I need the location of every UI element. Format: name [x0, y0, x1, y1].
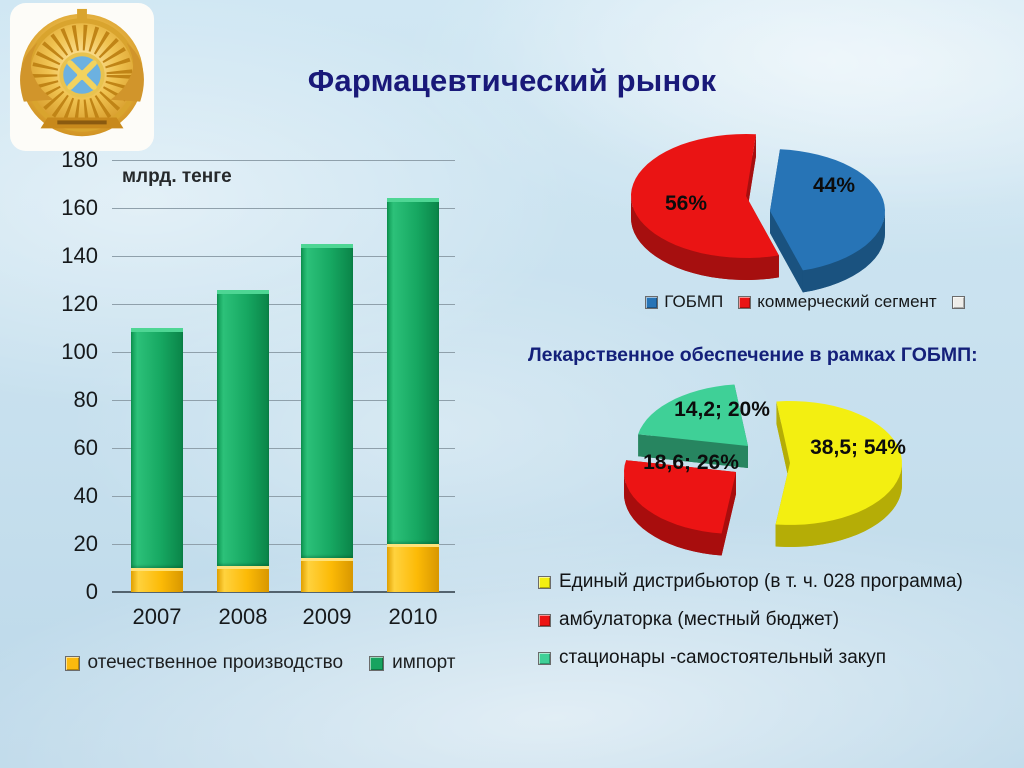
pie-slice-label-hospitals: 14,2; 20% [674, 398, 770, 421]
x-axis-label-2010: 2010 [388, 604, 438, 629]
gridline [112, 159, 455, 161]
legend-swatch-hospitals [538, 651, 551, 665]
legend-label-import: импорт [392, 652, 456, 673]
bar-2010 [387, 198, 439, 592]
pie-slice-label-gobmp: 44% [812, 174, 856, 197]
y-axis-tick-label: 180 [61, 147, 98, 172]
bar-2007-domestic-segment [131, 568, 183, 592]
bar-chart-legend: отечественное производство импорт [60, 652, 460, 674]
gridline [112, 303, 455, 305]
pie-slice-label-ambulatory: 18,6; 26% [643, 451, 739, 474]
kazakhstan-emblem [8, 2, 156, 154]
pie-slice-Единый дистрибьютор (в т. ч. 028 программа)-outer-wall [775, 463, 902, 547]
pie-slice-коммерческий сегмент-top [631, 134, 779, 258]
pie-slice-label-commercial: 56% [664, 192, 708, 215]
bar-2010-import-segment [387, 198, 439, 544]
legend-swatch-gobmp [645, 295, 659, 309]
legend-swatch-domestic [64, 655, 80, 671]
gridline [112, 447, 455, 449]
y-axis-tick-label: 160 [61, 195, 98, 220]
pie-chart-graphic [631, 134, 885, 293]
legend-swatch-commercial [738, 295, 752, 309]
legend-label-ambulatory: амбулаторка (местный бюджет) [559, 609, 840, 630]
bar-2009-domestic-segment [301, 558, 353, 592]
coat-of-arms-icon [9, 3, 155, 152]
pie-slice-ГОБМП-outer-wall [802, 211, 885, 293]
pie-slice-Единый дистрибьютор (в т. ч. 028 программа)-cut-wall [776, 401, 790, 485]
pie-slice-стационары -самостоятельный закуп-top [638, 384, 748, 446]
y-axis-tick-label: 80 [73, 387, 98, 412]
section-subtitle: Лекарственное обеспечение в рамках ГОБМП… [528, 344, 978, 366]
bar-chart-plot-area: 0 20 40 60 80 100 120 140 160 180 2007 2008 2009 2010 [40, 147, 480, 695]
legend-swatch-empty [951, 295, 965, 309]
legend-swatch-import [369, 655, 385, 671]
y-axis-tick-label: 20 [73, 531, 98, 556]
pharma-market-bar-chart: млрд. тенге 0 20 40 60 80 100 120 140 160 180 2007… [40, 147, 480, 695]
legend-item-gobmp: ГОБМП [645, 292, 723, 312]
y-axis-tick-label: 120 [61, 291, 98, 316]
pie-chart-graphic [624, 384, 902, 556]
pie-slice-label-distributor: 38,5; 54% [810, 436, 906, 459]
gridline [112, 543, 455, 545]
bar-2009-import-segment [301, 244, 353, 559]
gridline [112, 207, 455, 209]
y-axis-tick-label: 140 [61, 243, 98, 268]
pie-slice-коммерческий сегмент-cut-wall [746, 134, 756, 218]
legend-item-ambulatory: амбулаторка (местный бюджет) [538, 609, 963, 631]
bar-2007 [131, 328, 183, 592]
pie-slice-ГОБМП-cut-wall [770, 211, 803, 293]
legend-item-commercial: коммерческий сегмент [738, 292, 937, 312]
gridline [112, 351, 455, 353]
legend-item-domestic: отечественное производство [64, 652, 344, 674]
legend-label-gobmp: ГОБМП [664, 292, 724, 311]
pie-slice-Единый дистрибьютор (в т. ч. 028 программа)-top [775, 401, 902, 525]
bar-2008 [217, 289, 269, 592]
legend-item-import: импорт [369, 652, 456, 674]
pie-slice-ГОБМП-top [770, 149, 885, 271]
pie-slice-амбулаторка (местный бюджет)-outer-wall [624, 472, 722, 556]
x-axis-line [112, 591, 455, 593]
y-axis-unit-label: млрд. тенге [122, 166, 232, 187]
legend-label-commercial: коммерческий сегмент [757, 292, 937, 311]
y-axis-tick-label: 40 [73, 483, 98, 508]
pie-slice-коммерческий сегмент-outer-wall [631, 196, 779, 280]
y-axis-tick-label: 60 [73, 435, 98, 460]
gridline [112, 399, 455, 401]
bar-2008-import-segment [217, 289, 269, 566]
slide-title: Фармацевтический рынок [307, 63, 717, 98]
gridline [112, 255, 455, 257]
legend-swatch-distributor [538, 575, 551, 589]
market-structure-pie-chart: 56% 44% ГОБМП коммерческий сегмент [595, 128, 1015, 328]
x-axis-label-2007: 2007 [132, 604, 182, 629]
x-axis-label-2009: 2009 [302, 604, 352, 629]
x-axis-label-2008: 2008 [218, 604, 268, 629]
gridline [112, 495, 455, 497]
pie-slice-стационары -самостоятельный закуп-cut-wall [638, 434, 748, 468]
gobmp-breakdown-pie-chart: 14,2; 20% 18,6; 26% 38,5; 54% [600, 380, 1024, 590]
bar-2008-domestic-segment [217, 565, 269, 592]
bar-2010-domestic-segment [387, 544, 439, 592]
legend-label-distributor: Единый дистрибьютор (в т. ч. 028 програм… [559, 571, 963, 592]
legend-item-hospitals: стационары -самостоятельный закуп [538, 647, 963, 669]
pie2-legend: Единый дистрибьютор (в т. ч. 028 програм… [538, 571, 963, 669]
legend-item-distributor: Единый дистрибьютор (в т. ч. 028 програм… [538, 571, 963, 593]
pie-slice-амбулаторка (местный бюджет)-top [624, 460, 736, 534]
legend-label-hospitals: стационары -самостоятельный закуп [559, 647, 887, 668]
pie1-legend: ГОБМП коммерческий сегмент [595, 292, 1015, 312]
bar-2007-import-segment [131, 328, 183, 568]
legend-label-domestic: отечественное производство [87, 652, 344, 673]
bar-2009 [301, 244, 353, 592]
y-axis-tick-label: 100 [61, 339, 98, 364]
y-axis-tick-label: 0 [85, 579, 98, 604]
legend-swatch-ambulatory [538, 613, 551, 627]
